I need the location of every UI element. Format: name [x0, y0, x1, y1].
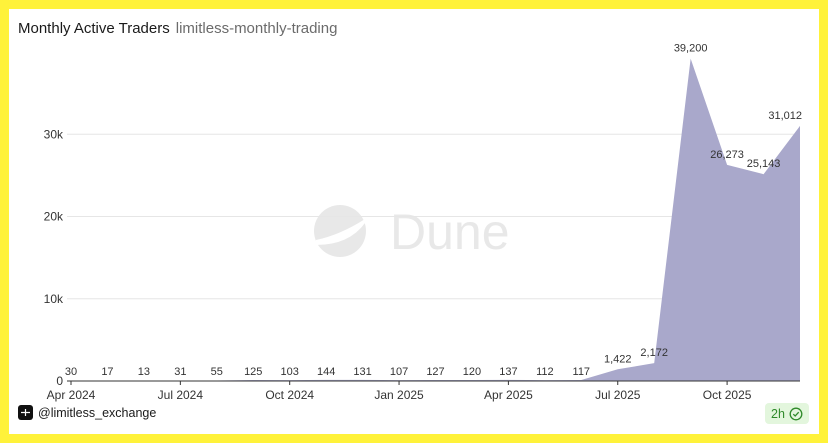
author-name: @limitless_exchange: [38, 405, 157, 420]
query-name[interactable]: limitless-monthly-trading: [175, 20, 338, 37]
data-label: 137: [499, 366, 517, 378]
data-label: 117: [573, 366, 591, 378]
x-tick-label: Apr 2024: [47, 388, 96, 402]
x-tick-label: Apr 2025: [484, 388, 533, 402]
dune-watermark: Dune: [314, 204, 510, 260]
x-tick-label: Jul 2024: [158, 388, 204, 402]
author-logo-icon: [21, 409, 30, 416]
data-label: 17: [101, 366, 113, 378]
data-label: 125: [244, 366, 262, 378]
data-label: 131: [353, 366, 371, 378]
data-label: 107: [390, 366, 408, 378]
y-tick-label: 10k: [44, 292, 64, 306]
age-text: 2h: [771, 406, 785, 421]
chart-svg: Dune 0 10k 20k 30k Apr 2024 Jul 2024 Oct 2024 J…: [44, 43, 802, 402]
data-label: 39,200: [674, 43, 708, 55]
refresh-age-badge[interactable]: 2h: [765, 403, 809, 424]
data-label: 13: [138, 366, 150, 378]
area-fill: [71, 58, 800, 381]
data-label: 120: [463, 366, 481, 378]
data-label: 1,422: [604, 353, 632, 365]
data-label: 31: [174, 366, 186, 378]
x-tick-label: Jul 2025: [595, 388, 641, 402]
data-label: 30: [65, 366, 77, 378]
data-label: 112: [536, 366, 554, 378]
avatar: [18, 405, 33, 420]
data-label: 2,172: [640, 347, 668, 359]
chart-header: Monthly Active Traders limitless-monthly-…: [18, 20, 337, 37]
watermark-text: Dune: [390, 204, 510, 260]
x-tick-label: Jan 2025: [374, 388, 424, 402]
author-link[interactable]: @limitless_exchange: [18, 405, 156, 420]
y-tick-label: 30k: [44, 127, 64, 141]
data-label: 25,143: [747, 158, 781, 170]
chart-title: Monthly Active Traders: [18, 20, 170, 37]
data-labels: 30 17 13 31 55 125 103 144 131 107 127 120 137 112 117…: [65, 43, 802, 378]
x-tick-label: Oct 2025: [703, 388, 752, 402]
dune-logo-icon: [314, 205, 366, 257]
data-label: 127: [426, 366, 444, 378]
dune-logo-wave: [316, 219, 365, 245]
x-tick-label: Oct 2024: [265, 388, 314, 402]
data-label: 26,273: [710, 149, 744, 161]
axes: 0 10k 20k 30k Apr 2024 Jul 2024 Oct 2024 Jan 20…: [44, 127, 800, 402]
y-tick-label: 0: [56, 374, 63, 388]
data-label: 55: [211, 366, 223, 378]
data-label: 31,012: [768, 110, 802, 122]
data-label: 144: [317, 366, 335, 378]
data-label: 103: [281, 366, 299, 378]
y-tick-label: 20k: [44, 210, 64, 224]
check-circle-icon: [789, 407, 803, 420]
area-series: [71, 58, 800, 381]
chart-card: Dune 0 10k 20k 30k Apr 2024 Jul 2024 Oct 2024 J…: [9, 9, 819, 434]
